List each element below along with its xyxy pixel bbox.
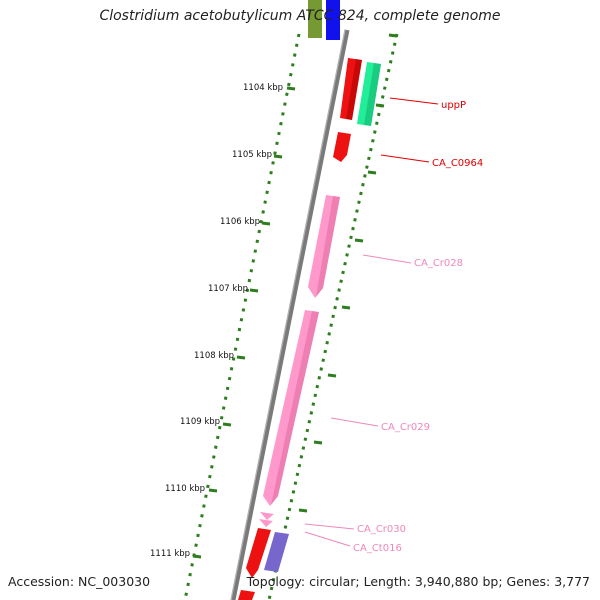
outer-tick — [388, 33, 398, 38]
kbp-tick — [249, 288, 259, 293]
kbp-label: 1109 kbp — [180, 417, 220, 427]
kbp-tick — [192, 554, 202, 559]
accession-text: Accession: NC_003030 — [8, 574, 151, 589]
gene-CA_Cr030 — [260, 512, 274, 520]
gene-red-bottom — [246, 528, 271, 578]
outer-tick — [341, 305, 351, 310]
leader-CA_Ct016 — [304, 531, 351, 547]
gene-olive-top — [308, 0, 322, 38]
gene-purple-bottom — [264, 532, 289, 572]
kbp-ticks — [192, 86, 296, 559]
kbp-tick — [273, 154, 283, 159]
gene-CA_C0964 — [333, 132, 351, 162]
outer-kbp-ticks — [298, 33, 398, 513]
kbp-tick — [286, 86, 296, 91]
gene-label-CA_Cr028: CA_Cr028 — [414, 258, 463, 269]
topology-text: Topology: circular; Length: 3,940,880 bp… — [246, 574, 590, 589]
kbp-label: 1106 kbp — [220, 217, 260, 227]
kbp-label: 1105 kbp — [232, 150, 272, 160]
kbp-label: 1107 kbp — [208, 284, 248, 294]
kbp-label: 1104 kbp — [243, 83, 283, 93]
outer-tick — [375, 103, 385, 108]
outer-tick — [327, 373, 337, 378]
kbp-tick — [208, 488, 218, 493]
kbp-label: 1108 kbp — [194, 351, 234, 361]
gene-green-shade — [364, 63, 381, 126]
outer-tick — [313, 440, 323, 445]
leader-CA_C0964 — [380, 154, 430, 163]
gene-label-uppP: uppP — [441, 100, 466, 111]
leader-uppP — [389, 97, 439, 105]
leader-CA_Cr030 — [304, 523, 355, 530]
outer-tick-ring — [267, 33, 399, 600]
gene-CA_Ct016-small — [259, 519, 273, 527]
genome-backbone — [230, 29, 350, 600]
gene-CA_Cr028-shade — [316, 196, 340, 297]
kbp-label: 1111 kbp — [150, 549, 190, 559]
gene-label-CA_Cr030: CA_Cr030 — [357, 524, 406, 535]
map-title: Clostridium acetobutylicum ATCC 824, com… — [99, 8, 501, 24]
genome-backbone-highlight — [230, 29, 346, 600]
inner-tick-ring — [183, 33, 301, 600]
gene-label-CA_Ct016: CA_Ct016 — [353, 543, 402, 554]
outer-tick — [298, 508, 308, 513]
kbp-tick — [222, 422, 232, 427]
outer-tick — [354, 238, 364, 243]
outer-tick — [367, 170, 377, 175]
gene-label-CA_C0964: CA_C0964 — [432, 158, 483, 169]
leader-CA_Cr028 — [362, 254, 412, 264]
gene-red-bottom-2 — [238, 590, 255, 600]
gene-blue-top — [326, 0, 340, 40]
leader-CA_Cr029 — [330, 417, 379, 427]
kbp-label: 1110 kbp — [165, 484, 205, 494]
gene-uppP-shade — [346, 59, 362, 120]
kbp-tick — [261, 221, 271, 226]
kbp-tick — [236, 355, 246, 360]
gene-CA_Cr029-shade — [271, 311, 319, 505]
gene-label-CA_Cr029: CA_Cr029 — [381, 422, 430, 433]
